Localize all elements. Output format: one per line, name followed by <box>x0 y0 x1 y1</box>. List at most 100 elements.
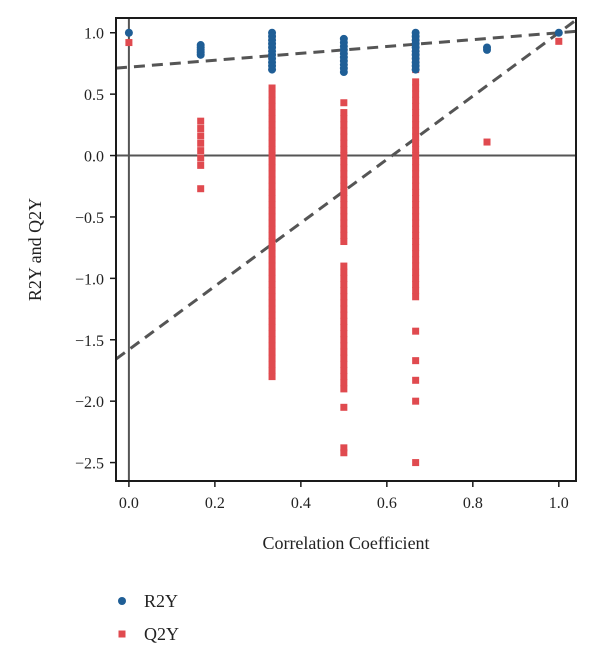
q2y-point <box>340 311 348 319</box>
q2y-point <box>340 127 348 135</box>
q2y-point <box>268 213 276 221</box>
q2y-point <box>412 102 420 110</box>
legend-item-q2y: Q2Y <box>118 624 179 644</box>
r2y-point <box>411 65 420 74</box>
q2y-point <box>340 330 348 338</box>
r2y-point <box>554 28 563 37</box>
q2y-point <box>340 360 348 368</box>
q2y-point <box>197 132 205 140</box>
q2y-point <box>340 231 348 239</box>
q2y-point <box>268 182 276 190</box>
q2y-point <box>268 225 276 233</box>
q2y-point <box>412 262 420 270</box>
q2y-point <box>197 154 205 162</box>
q2y-point <box>340 188 348 196</box>
plot-frame <box>115 17 577 482</box>
q2y-point <box>340 287 348 295</box>
q2y-point <box>268 317 276 325</box>
x-tick-label: 0.6 <box>377 495 397 512</box>
q2y-point <box>268 164 276 172</box>
q2y-point <box>340 317 348 325</box>
y-tick-label: −2.0 <box>75 394 104 411</box>
legend-label-q2y: Q2Y <box>144 624 179 644</box>
q2y-point <box>340 133 348 141</box>
q2y-point <box>340 207 348 215</box>
q2y-point <box>412 281 420 289</box>
q2y-point <box>340 99 348 107</box>
q2y-point <box>268 311 276 319</box>
q2y-point <box>412 145 420 153</box>
q2y-point <box>412 133 420 141</box>
q2y-point <box>340 373 348 381</box>
x-tick-label: 0.8 <box>463 495 483 512</box>
q2y-point <box>268 195 276 203</box>
x-tick-label: 0.4 <box>291 495 311 512</box>
q2y-point <box>340 219 348 227</box>
q2y-point <box>412 115 420 123</box>
q2y-point <box>412 256 420 264</box>
y-tick-label: −2.5 <box>75 456 104 473</box>
q2y-point <box>268 299 276 307</box>
q2y-point <box>340 182 348 190</box>
q2y-point <box>412 90 420 98</box>
q2y-point <box>340 342 348 350</box>
y-tick-label: 1.0 <box>84 26 104 43</box>
q2y-point <box>412 376 420 384</box>
q2y-point <box>340 385 348 393</box>
q2y-point <box>412 182 420 190</box>
q2y-point <box>340 354 348 362</box>
q2y-point <box>268 274 276 282</box>
q2y-point <box>197 147 205 155</box>
trend-lines <box>116 18 576 361</box>
q2y-point <box>412 225 420 233</box>
q2y-point <box>268 188 276 196</box>
r2y-point <box>268 65 277 74</box>
q2y-point <box>412 78 420 86</box>
q2y-point <box>340 268 348 276</box>
q2y-point <box>412 397 420 405</box>
q2y-point <box>268 96 276 104</box>
legend-marker-q2y <box>118 630 126 638</box>
q2y-point <box>340 403 348 411</box>
q2y-point <box>412 219 420 227</box>
q2y-point <box>268 366 276 374</box>
q2y-point <box>268 176 276 184</box>
q2y-point <box>412 127 420 135</box>
q2y-point <box>340 201 348 209</box>
q2y-point <box>268 127 276 135</box>
series-r2y <box>124 28 563 77</box>
x-tick-label: 0.0 <box>119 495 139 512</box>
q2y-point <box>412 201 420 209</box>
q2y-point <box>340 305 348 313</box>
q2y-point <box>268 336 276 344</box>
q2y-point <box>268 342 276 350</box>
q2y-point <box>412 238 420 246</box>
q2y-point <box>268 115 276 123</box>
q2y-point <box>412 213 420 221</box>
legend-label-r2y: R2Y <box>144 591 178 611</box>
q2y-point <box>340 164 348 172</box>
q2y-point <box>268 207 276 215</box>
y-tick-label: −1.0 <box>75 271 104 288</box>
q2y-point <box>268 219 276 227</box>
q2y-point <box>340 213 348 221</box>
q2y-point <box>340 238 348 246</box>
q2y-point <box>268 348 276 356</box>
q2y-point <box>340 195 348 203</box>
q2y-point <box>268 152 276 160</box>
q2y-point <box>340 449 348 457</box>
q2y-point <box>125 39 133 47</box>
q2y-point <box>268 354 276 362</box>
q2y-point <box>268 287 276 295</box>
q2y-point <box>268 238 276 246</box>
plot-border <box>115 17 577 482</box>
x-axis-title: Correlation Coefficient <box>262 533 429 553</box>
q2y-point <box>412 231 420 239</box>
q2y-point <box>412 164 420 172</box>
q2y-point <box>340 444 348 452</box>
q2y-point <box>412 170 420 178</box>
q2y-point <box>340 281 348 289</box>
q2y-point <box>268 281 276 289</box>
q2y-point <box>268 250 276 258</box>
y-axis-ticks: 1.0 0.5 0.0 −0.5 −1.0 −1.5 −2.0 −2.5 <box>75 26 116 473</box>
